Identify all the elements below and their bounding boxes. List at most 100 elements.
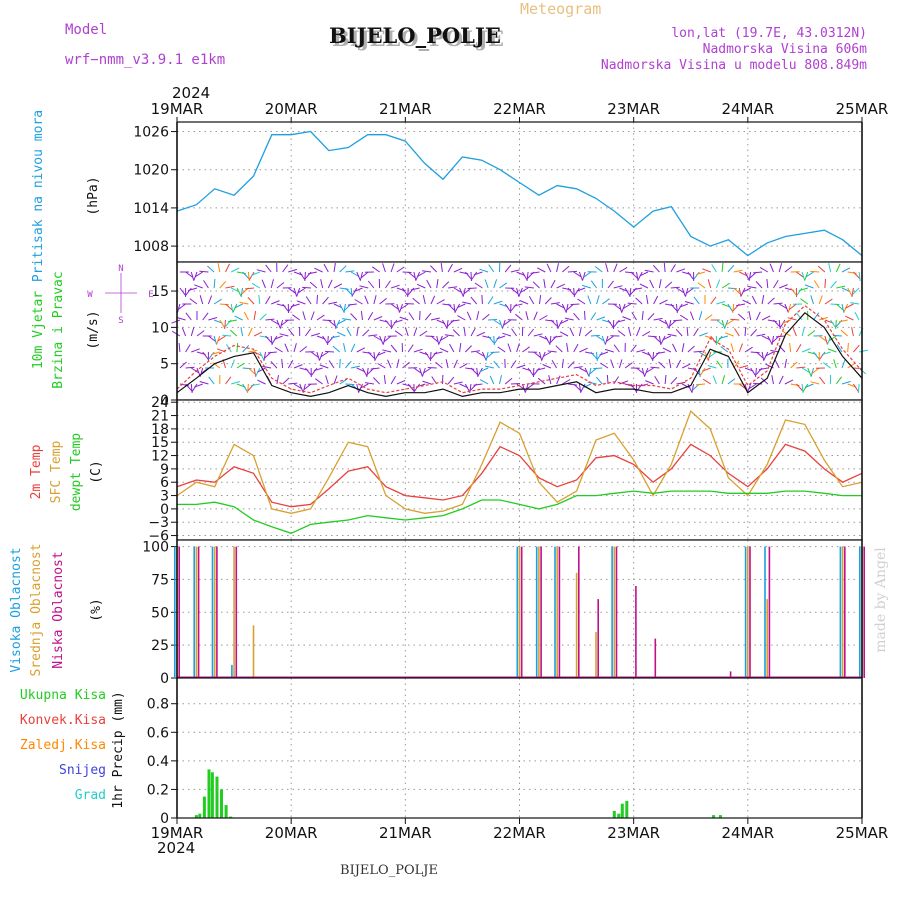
wind-barb <box>630 383 637 392</box>
wind-barb <box>322 296 329 305</box>
dewpt-ylabel: dewpt Temp <box>69 433 84 511</box>
wind-barb <box>225 285 235 289</box>
wind-barb <box>265 264 272 273</box>
wind-barb <box>194 271 203 278</box>
wind-barb <box>751 295 757 305</box>
top-date-label: 19MAR <box>151 100 204 118</box>
wind-barb <box>417 271 426 277</box>
wind-barb <box>339 378 348 385</box>
wind-barb <box>689 311 695 321</box>
wind-barb <box>673 319 683 322</box>
wind-barb <box>530 271 540 274</box>
wind-barb <box>171 319 181 324</box>
wind-barb <box>761 315 771 321</box>
wind-barb <box>667 333 677 337</box>
wind-barb <box>487 335 495 344</box>
wind-barb <box>653 317 663 321</box>
wind-barb <box>240 327 244 337</box>
wind-barb <box>328 360 335 369</box>
wind-barb <box>545 319 555 322</box>
wind-barb <box>573 271 582 278</box>
precip-bar <box>220 789 223 818</box>
wind-barb <box>436 299 445 305</box>
wind-barb <box>309 281 318 289</box>
compass-west: W <box>87 290 93 300</box>
wind-barb <box>567 270 578 273</box>
wind-barb <box>712 375 717 385</box>
ytick-label: 3 <box>160 489 169 505</box>
wind-barb <box>587 381 597 385</box>
wind-barb <box>229 329 238 337</box>
wind-barb <box>303 383 312 390</box>
wind-barb <box>852 287 860 295</box>
wind-barb <box>533 311 538 321</box>
wind-barb <box>430 351 432 362</box>
wind-barb <box>716 335 723 344</box>
wind-barb <box>433 351 443 355</box>
top-date-label: 22MAR <box>493 100 546 118</box>
wind-barb <box>778 375 784 385</box>
wind-barb <box>853 367 863 370</box>
wind-barb <box>670 377 678 385</box>
wind-barb <box>733 287 741 295</box>
cloud-mid-bar <box>195 546 198 678</box>
wind-barb <box>801 367 811 374</box>
wind-barb <box>515 313 523 321</box>
wind-barb <box>693 350 703 353</box>
wind-barb <box>242 367 252 370</box>
wind-barb <box>551 359 558 369</box>
wind-barb <box>579 347 588 353</box>
wind-barb <box>279 333 289 337</box>
wind-barb <box>847 342 849 353</box>
wind-barb <box>494 335 500 344</box>
wind-barb <box>851 327 854 337</box>
wind-barb <box>721 262 724 273</box>
wind-barb <box>305 296 312 305</box>
wind-barb <box>739 271 748 277</box>
ytick-label: 15 <box>151 284 169 300</box>
wind-barb <box>239 301 249 305</box>
wind-barb <box>796 271 804 278</box>
wind-barb <box>565 303 569 313</box>
wind-barb <box>450 319 460 322</box>
wind-barb <box>792 327 797 337</box>
precip-bar <box>718 815 722 818</box>
wind-barb <box>484 279 489 289</box>
wind-barb <box>236 342 239 353</box>
wind-barb <box>373 316 383 321</box>
wind-barb <box>366 367 369 377</box>
wind-barb <box>396 359 400 369</box>
wind-barb <box>639 271 649 277</box>
wind-barb <box>596 351 598 362</box>
wind-barb <box>463 287 472 295</box>
wind-barb <box>327 279 333 289</box>
cloud-panel: 100 75 50 25 0 <box>142 539 865 687</box>
cloud-low-bar <box>768 546 771 678</box>
wind-barb <box>320 351 329 358</box>
wind-barb <box>767 297 775 305</box>
wind-barb <box>171 330 181 337</box>
wind-barb <box>618 359 623 369</box>
cloud-low-bar <box>578 546 580 678</box>
wind-barb <box>830 280 837 289</box>
top-year-label: 2024 <box>172 84 210 102</box>
wind-barb <box>499 375 502 385</box>
wind-barb <box>782 319 791 324</box>
wind-barb <box>564 317 574 321</box>
panel-background <box>177 400 862 540</box>
wind-barb <box>247 297 255 305</box>
wind-barb <box>836 344 843 353</box>
wind-barb <box>199 381 209 385</box>
wind-barb <box>547 350 557 353</box>
wind-barb <box>282 264 289 273</box>
wind-barb <box>702 378 711 385</box>
cloud-mid-bar <box>575 572 578 678</box>
wind-barb <box>230 287 240 293</box>
wind-barb <box>190 327 195 337</box>
wind-barb <box>647 313 655 321</box>
wind-barb <box>670 286 680 289</box>
wind-barb <box>841 359 846 369</box>
cloud-high-bar <box>516 546 519 678</box>
wind-barb <box>213 335 218 345</box>
wind-barb <box>742 299 751 305</box>
